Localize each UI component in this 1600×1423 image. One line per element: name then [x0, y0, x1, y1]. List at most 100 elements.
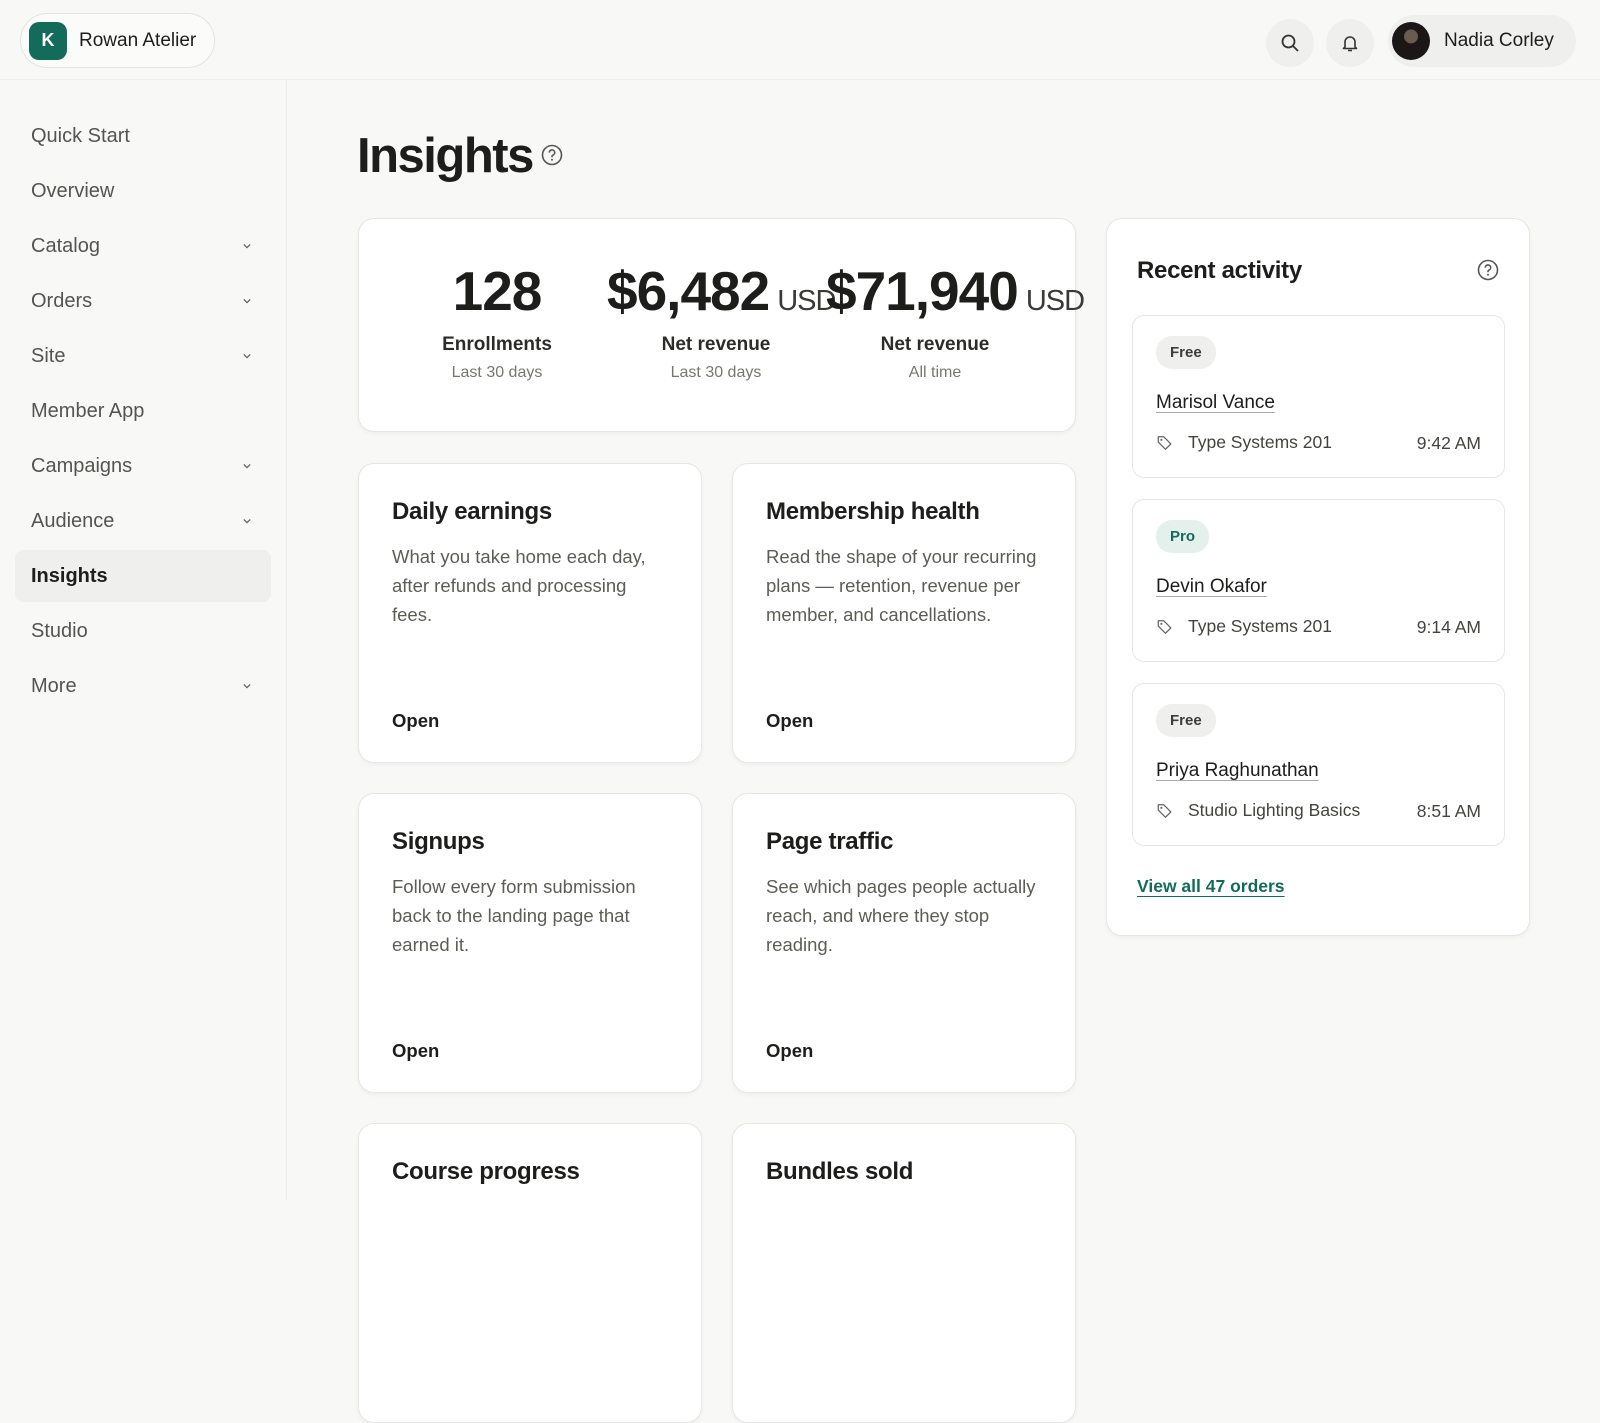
brand-name: Rowan Atelier: [79, 29, 197, 51]
chevron-icon: [243, 243, 251, 249]
nav-item[interactable]: Campaigns: [15, 440, 271, 492]
nav-label: Studio: [31, 619, 88, 642]
open-link[interactable]: Open: [392, 1040, 440, 1061]
nav-label: More: [31, 674, 77, 697]
product: Studio Lighting Basics: [1156, 800, 1360, 821]
tag-icon: [1157, 619, 1172, 634]
stat: $71,940 USD Net revenue All time: [826, 260, 1085, 382]
nav-item[interactable]: Catalog: [15, 220, 271, 272]
stat-value: $71,940 USD: [826, 260, 1085, 322]
stat-value: 128: [388, 261, 606, 322]
chevron-icon: [243, 518, 251, 524]
user-menu[interactable]: Nadia Corley: [1388, 15, 1576, 67]
stat-unit: USD: [777, 285, 836, 317]
nav-label: Site: [31, 344, 66, 367]
brand-initial: K: [29, 21, 67, 60]
open-link[interactable]: Open: [392, 710, 440, 731]
nav-item[interactable]: More: [15, 660, 271, 712]
open-link[interactable]: Open: [766, 1040, 814, 1061]
panel-title: Recent activity: [1137, 257, 1302, 284]
customer-name[interactable]: Priya Raghunathan: [1156, 760, 1319, 781]
open-link[interactable]: Open: [766, 710, 814, 731]
tag-icon: [1157, 803, 1172, 818]
report-card: Daily earnings What you take home each da…: [358, 463, 702, 763]
stat: 128 Enrollments Last 30 days: [388, 261, 606, 382]
nav-label: Overview: [31, 179, 115, 202]
card-title: Membership health: [766, 498, 980, 525]
nav-label: Orders: [31, 289, 93, 312]
nav-label: Audience: [31, 509, 115, 532]
activity-item: Pro Devin Okafor Type Systems 201 9:14 AM: [1132, 499, 1505, 662]
help-icon[interactable]: [541, 144, 563, 166]
card-title: Page traffic: [766, 828, 894, 855]
card-description: Follow every form submission back to the…: [392, 876, 636, 955]
stat-number: $6,482: [607, 260, 770, 322]
stat-period: Last 30 days: [451, 363, 543, 381]
card-title: Bundles sold: [766, 1158, 914, 1185]
report-card: Signups Follow every form submission back…: [358, 793, 702, 1093]
view-all-link[interactable]: View all 47 orders: [1137, 876, 1285, 896]
search-button[interactable]: [1266, 19, 1314, 67]
nav-item[interactable]: Audience: [15, 495, 271, 547]
top-bar: K Rowan Atelier Nadia Corley: [0, 0, 1600, 80]
product: Type Systems 201: [1156, 616, 1332, 637]
report-card: Page traffic See which pages people actua…: [732, 793, 1076, 1093]
nav-item[interactable]: Orders: [15, 275, 271, 327]
user-name: Nadia Corley: [1444, 30, 1554, 51]
stat-unit: USD: [1025, 285, 1085, 317]
card-title: Course progress: [392, 1158, 580, 1185]
nav-item[interactable]: Quick Start: [15, 110, 271, 162]
bell-icon: [1342, 36, 1358, 52]
nav-label: Quick Start: [31, 124, 130, 147]
nav-item[interactable]: Site: [15, 330, 271, 382]
report-card: Course progress: [358, 1123, 702, 1423]
stat-value: $6,482 USD: [607, 260, 836, 322]
help-icon[interactable]: [1477, 259, 1499, 281]
workspace-switcher[interactable]: K Rowan Atelier: [20, 13, 216, 68]
stat-label: Net revenue: [880, 333, 990, 355]
stat-number: $71,940: [826, 260, 1019, 322]
stat-label: Enrollments: [442, 333, 552, 355]
card-title: Daily earnings: [392, 498, 552, 525]
product: Type Systems 201: [1156, 432, 1332, 453]
order-time: 9:42 AM: [1416, 433, 1481, 453]
notifications-button[interactable]: [1326, 19, 1374, 67]
card-title: Signups: [392, 828, 485, 855]
avatar: [1392, 22, 1430, 60]
nav-item[interactable]: Studio: [15, 605, 271, 657]
report-card: Bundles sold: [732, 1123, 1076, 1423]
customer-name[interactable]: Devin Okafor: [1156, 576, 1267, 597]
stat: $6,482 USD Net revenue Last 30 days: [607, 260, 836, 382]
stat-period: Last 30 days: [670, 363, 762, 381]
report-card: Membership health Read the shape of your …: [732, 463, 1076, 763]
stats-card: 128 Enrollments Last 30 days $6,482 USD Net r…: [358, 218, 1085, 432]
nav-label: Insights: [31, 564, 108, 587]
plan-badge: Free: [1156, 336, 1216, 369]
nav-label: Member App: [31, 399, 145, 422]
page-title: Insights: [357, 129, 534, 183]
order-time: 9:14 AM: [1416, 617, 1481, 637]
chevron-icon: [243, 298, 251, 304]
stat-label: Net revenue: [661, 333, 771, 355]
product-name: Type Systems 201: [1188, 616, 1332, 636]
stat-number: 128: [452, 260, 543, 322]
customer-name[interactable]: Marisol Vance: [1156, 392, 1275, 413]
tag-icon: [1157, 435, 1172, 450]
nav-label: Catalog: [31, 234, 100, 257]
sidebar: Quick Start Overview Catalog Orders Site Memb…: [0, 80, 287, 1200]
chevron-icon: [243, 353, 251, 359]
card-description: Read the shape of your recurring plans —…: [766, 546, 1037, 625]
activity-panel: Recent activity View all 47 orders Free M…: [1106, 218, 1530, 936]
nav-label: Campaigns: [31, 454, 133, 477]
nav-item[interactable]: Member App: [15, 385, 271, 437]
plan-badge: Pro: [1156, 520, 1210, 553]
stat-period: All time: [908, 363, 962, 381]
chevron-icon: [243, 683, 251, 689]
nav-item[interactable]: Overview: [15, 165, 271, 217]
card-description: See which pages people actually reach, a…: [766, 876, 1036, 955]
chevron-icon: [243, 463, 251, 469]
plan-badge: Free: [1156, 704, 1216, 737]
search-icon: [1281, 34, 1299, 52]
nav-item[interactable]: Insights: [15, 550, 271, 602]
